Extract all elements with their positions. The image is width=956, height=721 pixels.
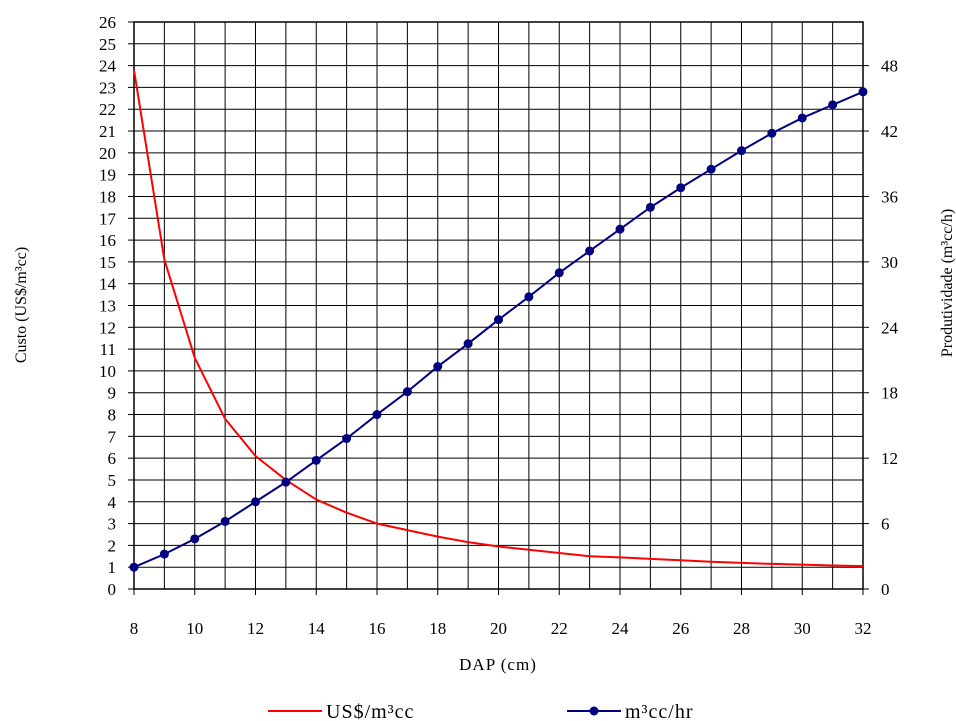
x-tick-label: 20: [490, 619, 507, 638]
data-point: [463, 339, 473, 349]
legend-marker-productivity: [589, 706, 599, 716]
y-ticks-right: 0 6 12 18 24 30 36 42 48: [863, 57, 899, 599]
data-point: [645, 202, 655, 212]
data-point: [797, 113, 807, 123]
data-point: [311, 455, 321, 465]
x-tick-label: 32: [855, 619, 872, 638]
y-right-tick-label: 48: [881, 57, 898, 76]
data-point: [858, 87, 868, 97]
data-point: [828, 100, 838, 110]
x-tick-label: 14: [308, 619, 326, 638]
data-point: [372, 410, 382, 420]
x-tick-label: 10: [186, 619, 203, 638]
data-point: [342, 434, 352, 444]
y-left-tick-label: 18: [99, 187, 116, 206]
y-left-tick-label: 6: [108, 449, 117, 468]
data-point: [159, 549, 169, 559]
y-left-tick-label: 25: [99, 35, 116, 54]
y-left-tick-label: 13: [99, 297, 116, 316]
y-right-tick-label: 30: [881, 253, 898, 272]
series-markers: [129, 87, 868, 572]
x-ticks: 8 10 12 14 16 18 20 22 24 26 28 30 32: [130, 589, 872, 638]
y-left-tick-label: 15: [99, 253, 116, 272]
y-left-tick-label: 10: [99, 362, 116, 381]
y-left-tick-label: 7: [108, 427, 117, 446]
y-right-tick-label: 12: [881, 449, 898, 468]
data-point: [129, 562, 139, 572]
x-tick-label: 16: [369, 619, 386, 638]
x-tick-label: 26: [672, 619, 689, 638]
x-axis-label: DAP (cm): [459, 655, 537, 674]
x-tick-label: 8: [130, 619, 139, 638]
y-ticks-left: 0123456789101112131415161718192021222324…: [99, 13, 134, 599]
data-point: [554, 268, 564, 278]
legend-label-cost: US$/m³cc: [326, 701, 414, 721]
legend-label-productivity: m³cc/hr: [625, 701, 694, 721]
y-right-tick-label: 24: [881, 318, 899, 337]
data-point: [190, 534, 200, 544]
x-tick-label: 22: [551, 619, 568, 638]
grid: [133, 21, 864, 590]
data-point: [737, 146, 746, 156]
y-left-tick-label: 2: [108, 536, 117, 555]
data-point: [615, 224, 625, 234]
data-point: [220, 516, 230, 526]
data-point: [767, 128, 777, 138]
data-point: [281, 477, 291, 487]
y-left-tick-label: 8: [108, 406, 117, 425]
y-left-tick-label: 22: [99, 100, 116, 119]
y-left-tick-label: 19: [99, 166, 116, 185]
series-line-0: [133, 69, 864, 568]
y-left-tick-label: 11: [100, 340, 116, 359]
y-left-tick-label: 14: [99, 275, 117, 294]
y-left-tick-label: 16: [99, 231, 116, 250]
x-tick-label: 28: [733, 619, 750, 638]
y-left-tick-label: 9: [108, 384, 117, 403]
y-right-tick-label: 18: [881, 384, 898, 403]
y-left-tick-label: 23: [99, 78, 116, 97]
data-point: [402, 387, 412, 397]
y-right-tick-label: 42: [881, 122, 898, 141]
data-point: [676, 183, 686, 193]
legend: US$/m³cc m³cc/hr: [268, 701, 694, 721]
y-left-tick-label: 24: [99, 57, 117, 76]
y-right-tick-label: 6: [881, 515, 890, 534]
y-left-tick-label: 17: [99, 209, 117, 228]
y-left-tick-label: 1: [108, 558, 117, 577]
data-point: [524, 292, 534, 302]
y-right-tick-label: 0: [881, 580, 890, 599]
y-right-tick-label: 36: [881, 187, 898, 206]
data-point: [706, 164, 716, 174]
y-left-tick-label: 20: [99, 144, 116, 163]
x-tick-label: 30: [794, 619, 811, 638]
y-axis-label-right: Produtividade (m³cc/h): [939, 209, 956, 357]
x-tick-label: 18: [429, 619, 446, 638]
y-left-tick-label: 26: [99, 13, 116, 32]
y-left-tick-label: 4: [108, 493, 117, 512]
x-tick-label: 12: [247, 619, 264, 638]
data-point: [494, 315, 503, 325]
y-left-tick-label: 12: [99, 318, 116, 337]
data-point: [251, 497, 260, 507]
y-left-tick-label: 5: [108, 471, 117, 490]
y-left-tick-label: 3: [108, 515, 117, 534]
y-left-tick-label: 21: [99, 122, 116, 141]
data-point: [433, 362, 443, 372]
x-tick-label: 24: [612, 619, 630, 638]
data-point: [585, 246, 595, 256]
y-axis-label-left: Custo (US$/m³cc): [13, 247, 30, 363]
y-left-tick-label: 0: [108, 580, 117, 599]
